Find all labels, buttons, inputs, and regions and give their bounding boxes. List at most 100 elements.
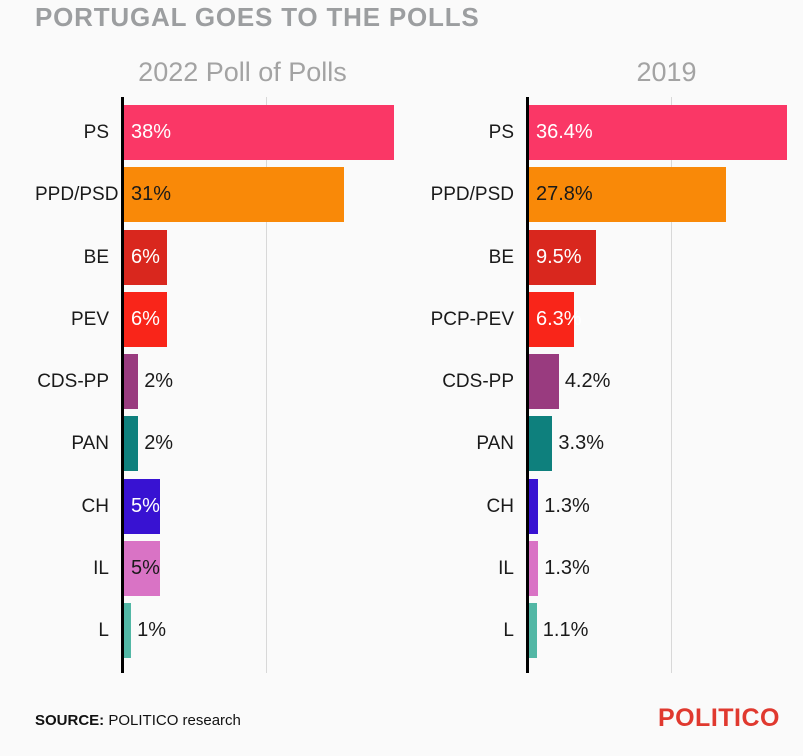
- bar-ps: 38%: [124, 105, 394, 160]
- bar-track: 6%: [124, 229, 400, 285]
- value-label: 31%: [131, 183, 172, 206]
- bar-track: 36.4%: [529, 105, 803, 160]
- bar-ppd-psd: 27.8%: [529, 167, 727, 223]
- value-label: 1%: [137, 619, 166, 642]
- bar-track: 5%: [124, 478, 400, 534]
- bar-row: PCP-PEV 6.3%: [420, 291, 803, 347]
- bar-ps: 36.4%: [529, 105, 788, 160]
- bar-track: 6.3%: [529, 291, 803, 347]
- value-label: 4.2%: [564, 370, 611, 393]
- chart-2022-poll-of-polls: 2022 Poll of Polls PS 38% PPD/PSD 31% BE 6% PE…: [35, 53, 400, 673]
- bar-track: 2%: [124, 354, 400, 410]
- bar-ch: 5%: [124, 478, 160, 534]
- bar-row: PAN 2%: [35, 416, 400, 472]
- bar-row: L 1.1%: [420, 603, 803, 659]
- category-label: PS: [488, 122, 514, 143]
- y-axis-line: [121, 97, 124, 673]
- category-label: IL: [498, 558, 514, 580]
- bar-row: PS 38%: [35, 105, 400, 160]
- bar-track: 27.8%: [529, 167, 803, 223]
- bar-be: 9.5%: [529, 229, 597, 285]
- category-label: CH: [486, 495, 514, 517]
- bar-row: CH 1.3%: [420, 478, 803, 534]
- bar-row: IL 5%: [35, 541, 400, 597]
- value-label: 2%: [144, 370, 174, 393]
- value-label: 2%: [144, 432, 174, 455]
- page-title: PORTUGAL GOES TO THE POLLS: [35, 2, 480, 32]
- plot-area-2019: PS 36.4% PPD/PSD 27.8% BE 9.5% PCP-PEV 6.3% CDS-…: [420, 97, 803, 673]
- category-label: CH: [81, 495, 109, 517]
- bar-track: 2%: [124, 416, 400, 472]
- bar-pan: [124, 416, 139, 472]
- category-label: BE: [488, 246, 514, 268]
- bar-track: 6%: [124, 291, 400, 347]
- bar-cds-pp: [124, 354, 139, 410]
- bar-row: PEV 6%: [35, 291, 400, 347]
- bar-row: CH 5%: [35, 478, 400, 534]
- bar-track: 1.3%: [529, 478, 803, 534]
- bar-pan: [529, 416, 553, 472]
- chart-title-2019: 2019: [636, 57, 697, 87]
- value-label: 38%: [131, 121, 172, 143]
- value-label: 6%: [131, 307, 160, 330]
- plot-area-2022: PS 38% PPD/PSD 31% BE 6% PEV 6% CDS-PP 2% PAN 2% CH 5…: [35, 97, 400, 673]
- bar-l: [124, 603, 132, 659]
- category-label: L: [98, 620, 109, 642]
- category-label: CDS-PP: [442, 371, 514, 393]
- source-label: SOURCE:: [35, 712, 105, 729]
- bar-pev: 6%: [124, 291, 167, 347]
- bar-track: 3.3%: [529, 416, 803, 472]
- category-label: IL: [93, 558, 109, 580]
- category-label: PAN: [476, 433, 514, 455]
- bar-track: 5%: [124, 541, 400, 597]
- bar-cds-pp: [529, 354, 559, 410]
- value-label: 6%: [131, 245, 160, 268]
- bar-row: CDS-PP 4.2%: [420, 354, 803, 410]
- bar-il: [529, 541, 539, 597]
- category-label: PS: [83, 122, 109, 143]
- bar-track: 9.5%: [529, 229, 803, 285]
- bar-pcp-pev: 6.3%: [529, 291, 582, 347]
- category-label: PEV: [70, 308, 109, 330]
- value-label: 1.3%: [544, 494, 590, 517]
- category-label: PPD/PSD: [35, 184, 119, 206]
- bar-track: 31%: [124, 167, 400, 223]
- bar-row: L 1%: [35, 603, 400, 659]
- category-label: CDS-PP: [37, 371, 109, 393]
- bar-row: BE 9.5%: [420, 229, 803, 285]
- chart-title-2022: 2022 Poll of Polls: [138, 57, 347, 87]
- bar-row: PPD/PSD 31%: [35, 167, 400, 223]
- bar-ppd-psd: 31%: [124, 167, 345, 223]
- bar-l: [529, 603, 537, 659]
- bar-track: 1.1%: [529, 603, 803, 659]
- category-label: PPD/PSD: [430, 184, 514, 206]
- value-label: 3.3%: [558, 432, 605, 455]
- gridline-20-percent: [671, 97, 672, 673]
- value-label: 9.5%: [536, 245, 582, 268]
- bar-row: CDS-PP 2%: [35, 354, 400, 410]
- value-label: 36.4%: [536, 121, 593, 143]
- politico-logo: POLITICO: [657, 704, 780, 732]
- bar-row: IL 1.3%: [420, 541, 803, 597]
- bar-il: 5%: [124, 541, 160, 597]
- value-label: 1.1%: [542, 619, 589, 642]
- bar-rows: PS 36.4% PPD/PSD 27.8% BE 9.5% PCP-PEV 6.3% CDS-…: [420, 105, 803, 659]
- category-label: PCP-PEV: [430, 308, 514, 330]
- value-label: 5%: [131, 494, 160, 517]
- value-label: 1.3%: [544, 557, 590, 580]
- category-label: PAN: [71, 433, 109, 455]
- bar-ch: [529, 478, 539, 534]
- bar-row: PPD/PSD 27.8%: [420, 167, 803, 223]
- source-text: POLITICO research: [108, 712, 241, 729]
- bar-track: 1.3%: [529, 541, 803, 597]
- bar-row: PS 36.4%: [420, 105, 803, 160]
- bar-row: BE 6%: [35, 229, 400, 285]
- bar-track: 1%: [124, 603, 400, 659]
- category-label: L: [503, 620, 514, 642]
- y-axis-line: [526, 97, 529, 673]
- bar-rows: PS 38% PPD/PSD 31% BE 6% PEV 6% CDS-PP 2% PAN 2% CH 5…: [35, 105, 400, 659]
- bar-track: 38%: [124, 105, 400, 160]
- gridline-20-percent: [266, 97, 267, 673]
- value-label: 6.3%: [536, 307, 582, 330]
